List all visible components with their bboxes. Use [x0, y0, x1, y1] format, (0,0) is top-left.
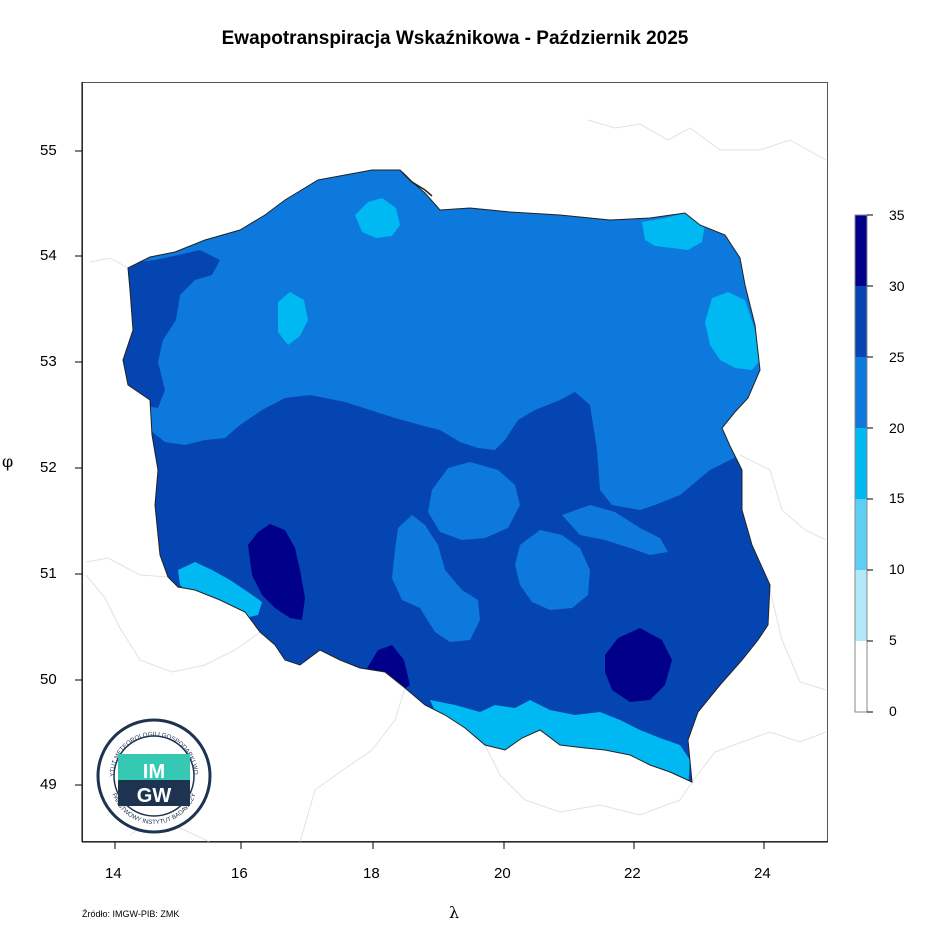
zone-30-35-west — [248, 524, 305, 620]
x-tick-label: 16 — [231, 865, 248, 882]
zone-20-25-east-strip — [562, 505, 668, 555]
x-tick-label: 22 — [624, 865, 641, 882]
legend-swatch-30-35 — [855, 215, 867, 286]
legend-swatch-25-30 — [855, 286, 867, 357]
x-tick-label: 20 — [494, 865, 511, 882]
y-tick-label: 49 — [40, 776, 57, 793]
zone-25-30-northwest — [123, 250, 220, 408]
x-tick-label: 24 — [754, 865, 771, 882]
zone-20-25-center-north — [428, 462, 520, 540]
hel-peninsula — [401, 171, 433, 197]
zone-15-20-sudetes — [178, 562, 262, 618]
poland-border — [122, 169, 771, 783]
legend-swatch-10-15 — [855, 499, 867, 570]
zone-15-20-northeast — [642, 212, 705, 250]
legend-bar — [854, 214, 873, 713]
x-axis-label: λ — [449, 903, 460, 922]
axes — [75, 82, 828, 849]
legend-tick-label: 10 — [889, 561, 905, 577]
zone-30-35-southeast — [605, 628, 672, 702]
y-tick-label: 55 — [40, 142, 57, 159]
legend-tick-label: 15 — [889, 490, 905, 506]
y-tick-label: 50 — [40, 671, 57, 688]
neighbor-borders — [85, 119, 827, 843]
legend-tick-label: 20 — [889, 420, 905, 436]
legend-swatch-5-10 — [855, 570, 867, 641]
svg-text:GW: GW — [137, 785, 172, 807]
logo-main-text: IM — [143, 761, 165, 783]
x-tick-label: 14 — [105, 865, 122, 882]
y-tick-label: 54 — [40, 247, 57, 264]
legend-tick-label: 30 — [889, 278, 905, 294]
legend-swatch-0-5 — [855, 641, 867, 712]
y-tick-label: 52 — [40, 459, 57, 476]
legend-swatch-15-20 — [855, 428, 867, 499]
legend-tick-label: 35 — [889, 207, 905, 223]
zone-15-20-east — [705, 292, 760, 370]
legend-swatch-20-25 — [855, 357, 867, 428]
y-axis-label: φ — [2, 452, 14, 471]
zone-15-20-pomerania-2 — [278, 292, 308, 345]
zone-20-25-north — [123, 170, 770, 510]
legend-frame — [854, 214, 868, 713]
zone-15-20-pomerania-1 — [355, 198, 400, 238]
y-tick-label: 53 — [40, 353, 57, 370]
legend-tick-label: 0 — [889, 703, 897, 719]
y-tick-label: 51 — [40, 565, 57, 582]
imgw-logo: INSTYTUT METEOROLOGII I GOSPODARKI WODNE… — [96, 718, 212, 834]
source-note: Źródło: IMGW-PIB: ZMK — [82, 909, 180, 919]
legend-tick-label: 5 — [889, 632, 897, 648]
zone-20-25-center-east — [515, 530, 590, 610]
zone-20-25-center-west — [392, 515, 480, 642]
legend-tick-label: 25 — [889, 349, 905, 365]
x-tick-label: 18 — [363, 865, 380, 882]
poland-choropleth — [123, 170, 770, 782]
chart-title: Ewapotranspiracja Wskaźnikowa - Paździer… — [221, 28, 689, 49]
